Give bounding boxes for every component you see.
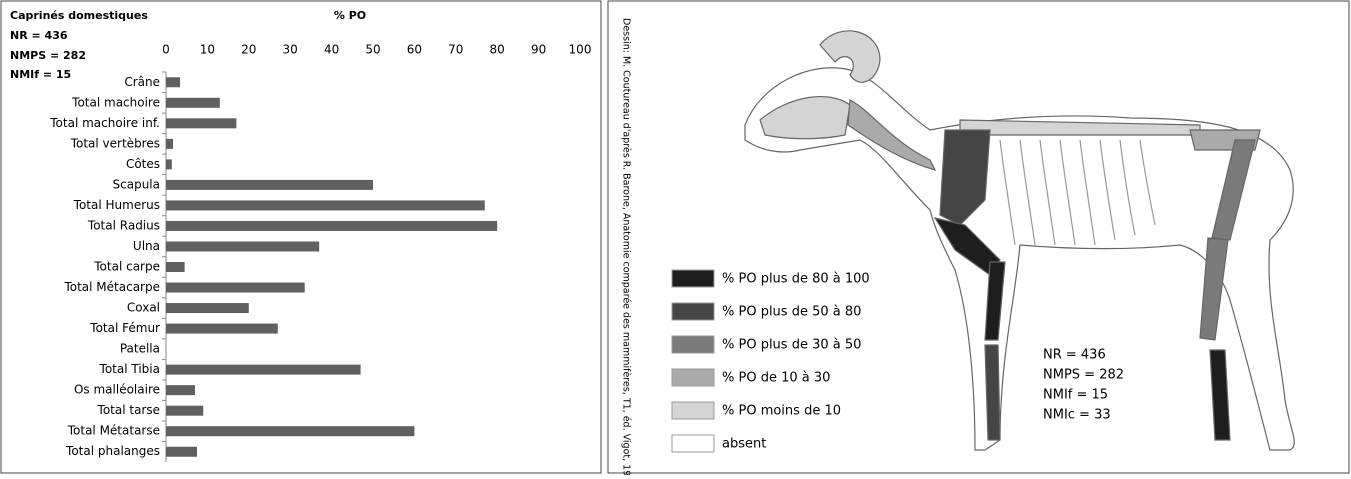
y-tick-label: Total phalanges: [65, 444, 160, 458]
left-frame: [0, 0, 602, 474]
right-frame: [607, 0, 1350, 474]
legend-swatch: [671, 335, 715, 354]
x-tick-label: 90: [531, 43, 546, 57]
y-tick-label: Ulna: [133, 239, 160, 253]
legend-label: % PO plus de 50 à 80: [722, 305, 861, 320]
y-tick-label: Patella: [120, 342, 160, 356]
bar: [166, 385, 195, 396]
y-tick-label: Total tarse: [97, 403, 160, 417]
sheep-illustration: [744, 30, 1295, 451]
legend-label: % PO de 10 à 30: [722, 371, 830, 386]
legend-swatch: [671, 368, 715, 387]
legend-label: absent: [722, 437, 766, 452]
x-tick-label: 100: [569, 43, 592, 57]
y-tick-label: Total Tibia: [99, 362, 160, 376]
bar: [166, 77, 181, 88]
legend-swatch: [671, 434, 715, 453]
chart-title: Caprinés domestiques: [10, 9, 148, 22]
x-tick-label: 30: [283, 43, 298, 57]
y-tick-label: Côtes: [126, 157, 160, 171]
x-tick-label: 20: [241, 43, 256, 57]
stat: NMIf = 15: [1043, 388, 1108, 403]
legend-label: % PO moins de 10: [722, 404, 841, 419]
bar: [166, 241, 320, 252]
y-tick-label: Total machoire inf.: [49, 116, 160, 130]
stat: NMPS = 282: [1043, 368, 1124, 383]
y-tick-label: Total Humerus: [73, 198, 160, 212]
legend-swatch: [671, 269, 715, 288]
bar: [166, 282, 305, 293]
legend-label: % PO plus de 80 à 100: [722, 272, 870, 287]
y-tick-label: Total Métacarpe: [63, 280, 160, 294]
y-tick-label: Crâne: [124, 75, 160, 89]
bar: [166, 97, 220, 108]
y-tick-label: Os malléolaire: [74, 383, 160, 397]
annotation: NMIf = 15: [10, 68, 71, 81]
x-tick-label: 10: [200, 43, 215, 57]
bar: [166, 159, 172, 170]
bar: [166, 200, 485, 211]
annotation: NR = 436: [10, 29, 68, 42]
legend-swatch: [671, 302, 715, 321]
bar: [166, 323, 278, 334]
bar: [166, 118, 237, 129]
stat: NR = 436: [1043, 348, 1106, 363]
x-tick-label: 80: [490, 43, 505, 57]
x-tick-label: 0: [162, 43, 170, 57]
bar: [166, 303, 249, 314]
y-tick-label: Scapula: [113, 177, 160, 191]
x-tick-label: 70: [448, 43, 463, 57]
credit: Dessin: M. Coutureau d'après R. Barone, …: [621, 18, 632, 475]
y-tick-label: Total machoire: [71, 95, 160, 109]
axis-title: % PO: [334, 9, 366, 22]
x-tick-label: 60: [407, 43, 422, 57]
x-tick-label: 50: [365, 43, 380, 57]
legend-label: % PO plus de 30 à 50: [722, 338, 861, 353]
legend-swatch: [671, 401, 715, 420]
y-tick-label: Total Radius: [87, 218, 160, 232]
y-tick-label: Total Fémur: [89, 321, 160, 335]
y-tick-label: Coxal: [127, 301, 160, 315]
bar: [166, 364, 361, 375]
y-tick-label: Total Métatarse: [67, 424, 160, 438]
annotation: NMPS = 282: [10, 49, 86, 62]
bar: [166, 179, 373, 190]
stat: NMIc = 33: [1043, 408, 1111, 423]
bar: [166, 446, 198, 457]
y-tick-label: Total vertèbres: [70, 136, 160, 150]
bar: [166, 138, 174, 149]
x-tick-label: 40: [324, 43, 339, 57]
bar: [166, 426, 415, 437]
bar: [166, 220, 498, 231]
bar: [166, 405, 204, 416]
y-tick-label: Total carpe: [93, 260, 160, 274]
bar: [166, 262, 185, 272]
